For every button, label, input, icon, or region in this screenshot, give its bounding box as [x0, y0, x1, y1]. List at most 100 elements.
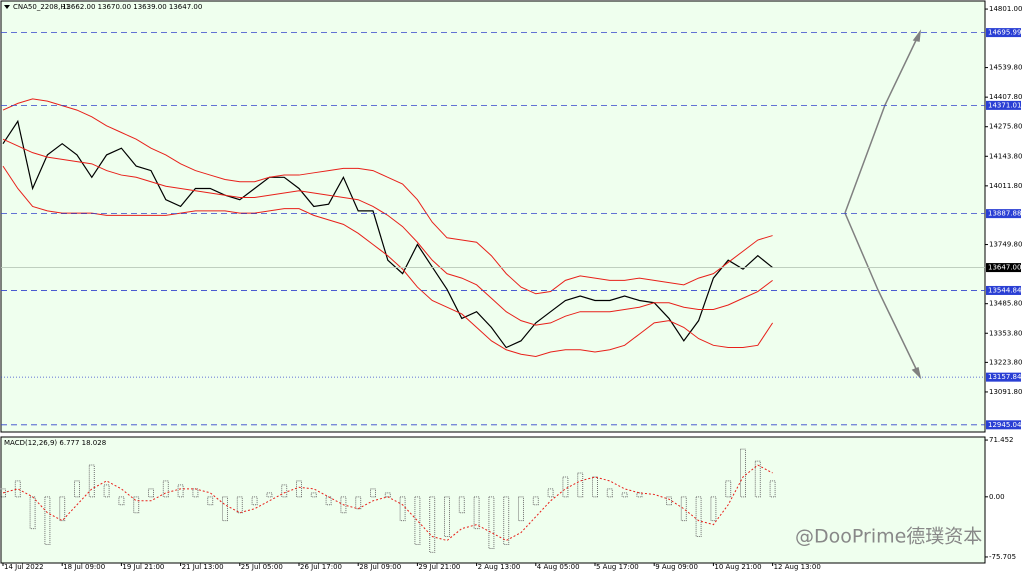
- level-label: 13887.88: [988, 210, 1021, 218]
- menu-arrow: [4, 5, 10, 9]
- macd-bar: [725, 480, 732, 498]
- y-tick-label: 71.452: [989, 436, 1014, 444]
- macd-bar: [88, 464, 95, 498]
- macd-bar: [532, 496, 539, 506]
- macd-bar: [266, 492, 273, 498]
- macd-bar: [162, 480, 169, 498]
- macd-bar: [592, 476, 598, 498]
- y-tick-label: 13485.80: [989, 300, 1022, 308]
- macd-bar: [236, 496, 243, 514]
- y-tick-label: 14407.80: [989, 93, 1022, 101]
- x-tick-label: 19 Jul 21:00: [122, 563, 164, 571]
- macd-bar: [429, 496, 436, 553]
- macd-bar: [44, 496, 51, 545]
- arrow-head: [911, 366, 922, 380]
- y-tick-label: 14011.80: [989, 182, 1022, 190]
- macd-bar: [488, 496, 495, 549]
- macd-bar: [503, 496, 510, 545]
- x-tick-label: 10 Aug 21:00: [714, 563, 761, 571]
- macd-bar: [473, 496, 480, 530]
- macd-bar: [562, 476, 569, 498]
- macd-bar: [340, 496, 347, 514]
- current-price-label: 13647.00: [988, 264, 1021, 272]
- x-tick-label: 9 Aug 09:00: [655, 563, 698, 571]
- macd-bar: [59, 496, 66, 522]
- macd-bar: [458, 496, 465, 514]
- macd-bar: [636, 492, 643, 498]
- band-line: [2, 165, 774, 358]
- macd-bar: [606, 488, 613, 498]
- macd-bar: [310, 492, 317, 498]
- level-label-bg: [986, 28, 1021, 38]
- macd-bar: [370, 488, 376, 498]
- down-arrow: [844, 212, 921, 378]
- y-tick-label: 13091.80: [989, 388, 1022, 396]
- macd-bar: [399, 496, 406, 522]
- y-tick-label: 0.00: [989, 493, 1005, 501]
- y-tick-label: 14143.80: [989, 152, 1022, 160]
- x-tick-label: 12 Aug 13:00: [774, 563, 821, 571]
- x-tick-label: 25 Jul 05:00: [241, 563, 283, 571]
- macd-bar: [769, 480, 776, 498]
- macd-bar: [103, 484, 110, 498]
- macd-bar: [296, 480, 302, 498]
- macd-bar: [414, 496, 421, 545]
- x-tick-label: 28 Jul 09:00: [359, 563, 401, 571]
- macd-bar: [281, 484, 288, 498]
- macd-bar: [740, 448, 746, 498]
- macd-bar: [577, 472, 584, 498]
- level-label: 14371.01: [988, 101, 1021, 109]
- arrow-head: [912, 29, 922, 42]
- macd-bar: [444, 496, 450, 538]
- level-label-bg: [986, 209, 1021, 219]
- macd-bar: [251, 496, 258, 506]
- x-tick-label: 2 Aug 13:00: [478, 563, 521, 571]
- macd-bar: [133, 496, 140, 514]
- x-tick-label: 26 Jul 17:00: [300, 563, 342, 571]
- macd-bar: [0, 488, 6, 498]
- x-tick-label: 21 Jul 13:00: [182, 563, 224, 571]
- macd-bar: [148, 488, 154, 498]
- band-line: [2, 98, 773, 295]
- x-tick-label: 5 Aug 17:00: [596, 563, 639, 571]
- macd-bar: [754, 460, 761, 498]
- y-tick-label: 14275.80: [989, 123, 1022, 131]
- watermark: @DooPrime德璞资本: [795, 526, 982, 548]
- macd-bar: [518, 496, 524, 522]
- macd-bar: [384, 492, 391, 498]
- macd-bar: [222, 496, 228, 522]
- level-label: 12945.04: [988, 421, 1022, 429]
- band-line: [2, 138, 773, 326]
- macd-bar: [666, 496, 672, 506]
- y-tick-label: 13223.80: [989, 358, 1022, 366]
- chart-title: CNA50_2208,H1: [13, 3, 70, 11]
- price-line: [2, 119, 773, 349]
- macd-bar: [325, 496, 332, 506]
- macd-bar: [710, 496, 717, 522]
- level-label: 13157.84: [988, 373, 1022, 381]
- y-tick-label: 13353.80: [989, 329, 1022, 337]
- macd-bar: [695, 496, 702, 538]
- macd-bar: [621, 492, 628, 498]
- y-tick-label: -75.705: [989, 553, 1016, 561]
- level-label-bg: [986, 420, 1021, 430]
- y-tick-label: 13749.80: [989, 241, 1022, 249]
- macd-title: MACD(12,26,9) 6.777 18.028: [4, 439, 106, 447]
- x-tick-label: 18 Jul 09:00: [63, 563, 105, 571]
- price-pane: [0, 0, 986, 433]
- level-label-bg: [986, 372, 1021, 382]
- macd-bar: [547, 488, 554, 498]
- level-label: 14695.99: [988, 29, 1021, 37]
- x-tick-label: 29 Jul 21:00: [418, 563, 460, 571]
- x-tick-label: 14 Jul 2022: [4, 563, 44, 571]
- macd-bar: [74, 480, 80, 498]
- y-tick-label: 14801.00: [989, 5, 1022, 13]
- macd-bar: [355, 496, 362, 510]
- level-label: 13544.84: [988, 286, 1022, 294]
- x-tick-label: 4 Aug 05:00: [537, 563, 580, 571]
- chart-subtitle: 13662.00 13670.00 13639.00 13647.00: [62, 3, 202, 11]
- macd-pane: [0, 436, 986, 564]
- macd-bar: [118, 496, 125, 506]
- signal-line: [2, 464, 773, 542]
